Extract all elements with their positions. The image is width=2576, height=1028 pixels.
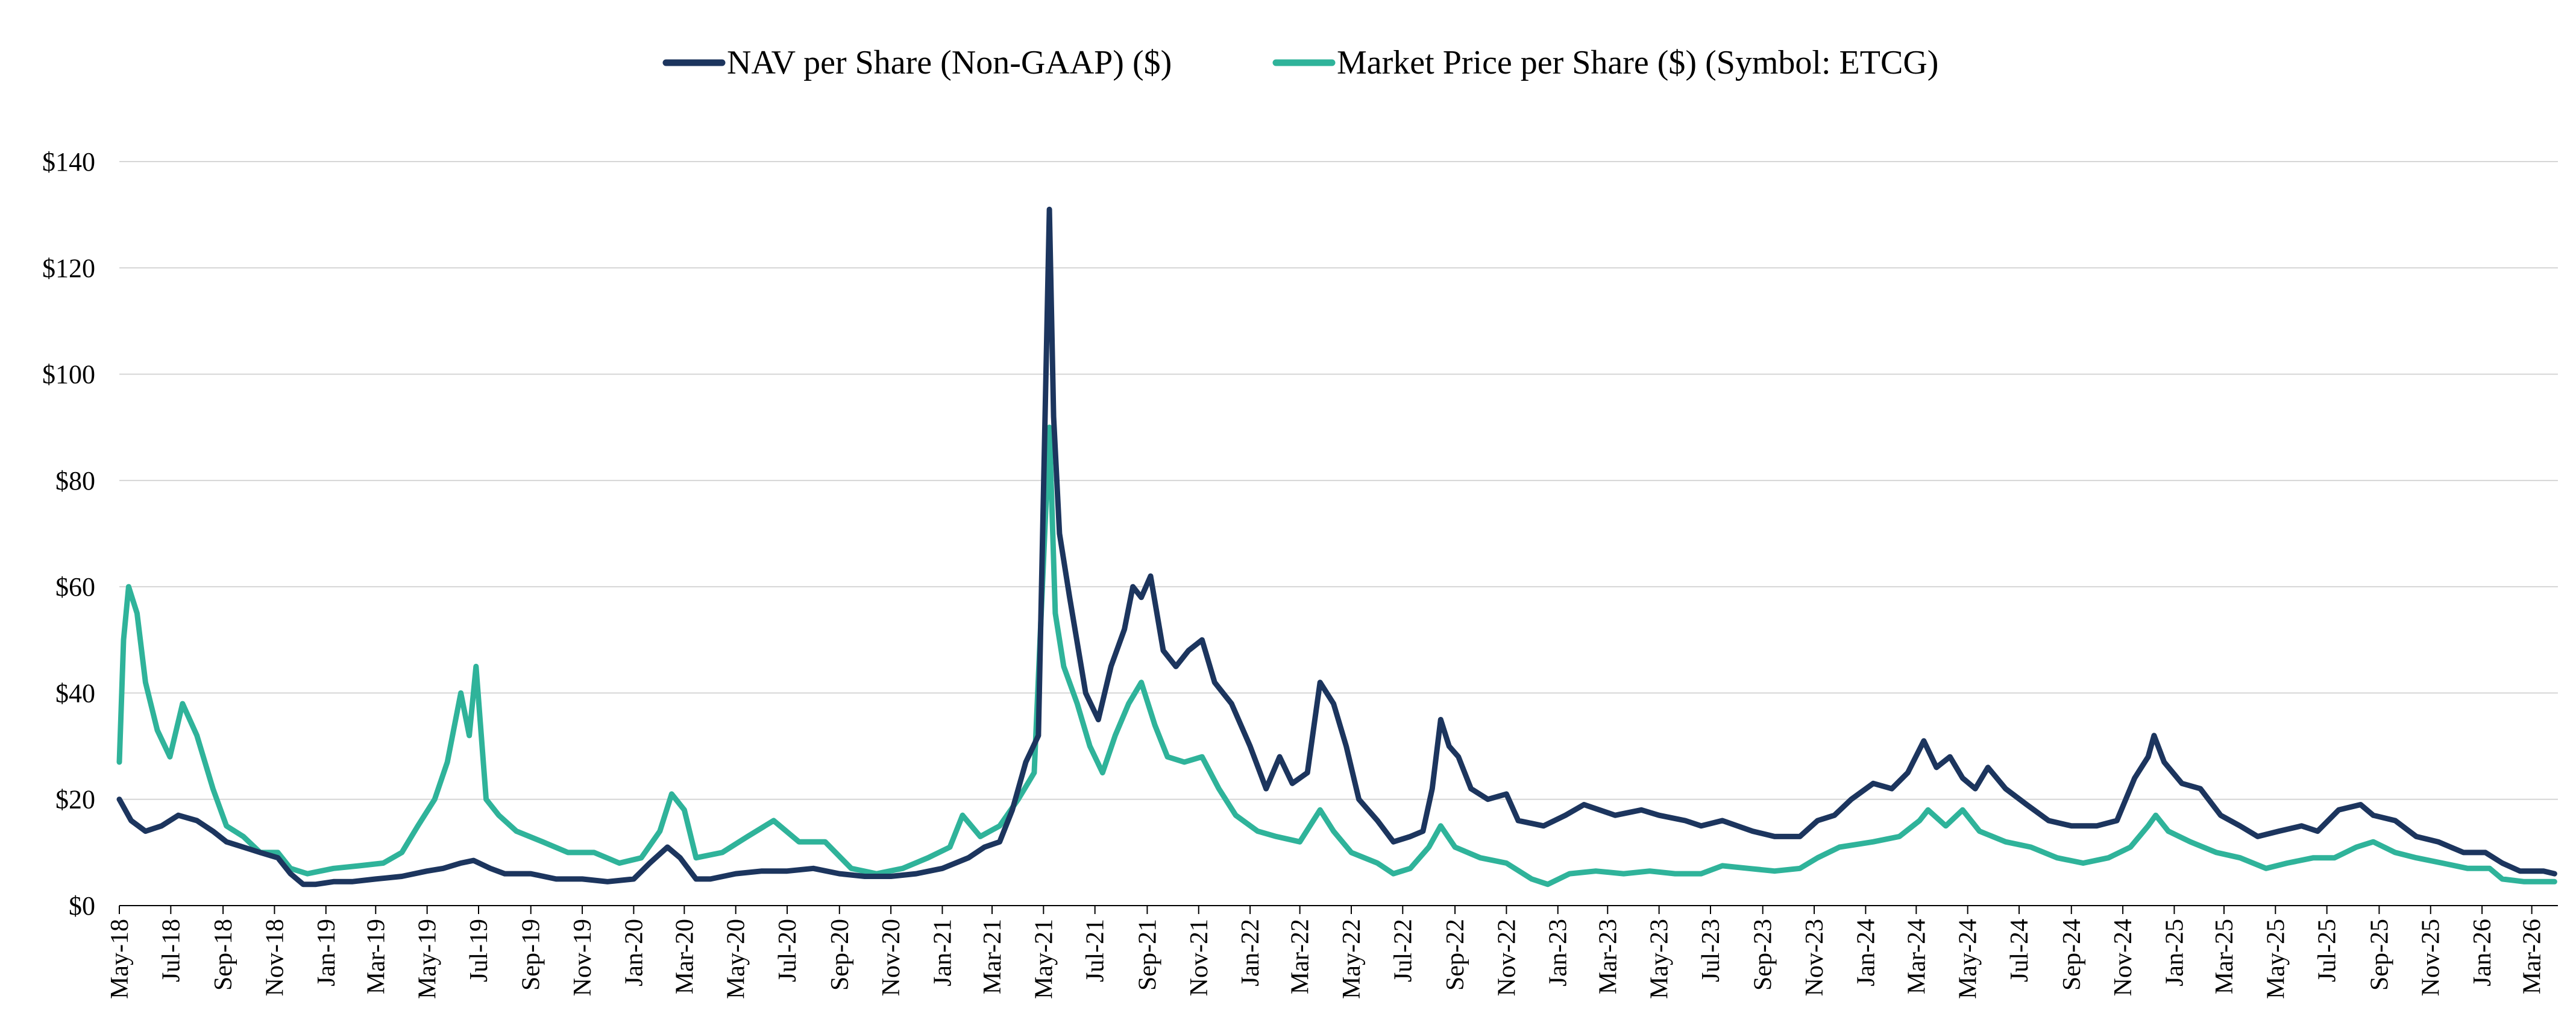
x-tick-label: Jul-22 (1389, 919, 1417, 982)
x-tick-label: Nov-23 (1801, 919, 1829, 996)
x-tick-label: May-25 (2262, 919, 2290, 999)
x-tick-label: Jul-19 (465, 919, 493, 982)
y-tick-label: $140 (42, 147, 95, 177)
x-tick-label: Nov-22 (1493, 919, 1521, 996)
x-tick-label: May-24 (1955, 919, 1982, 999)
x-tick-label: Jan-26 (2469, 919, 2496, 986)
x-tick-label: Sep-23 (1750, 919, 1777, 991)
x-tick-label: Sep-21 (1134, 919, 1161, 991)
x-tick-label: Nov-18 (261, 919, 289, 996)
x-tick-label: May-18 (106, 919, 134, 999)
x-tick-label: May-19 (414, 919, 442, 999)
x-tick-label: Sep-19 (518, 919, 545, 991)
x-tick-label: Jul-21 (1082, 919, 1110, 982)
x-tick-label: Nov-20 (878, 919, 905, 996)
x-tick-label: Mar-24 (1903, 919, 1930, 994)
legend: NAV per Share (Non-GAAP) ($) Market Pric… (662, 44, 1938, 81)
x-tick-label: Sep-24 (2058, 919, 2086, 991)
x-tick-label: Jul-20 (774, 919, 802, 982)
x-tick-label: Jan-25 (2161, 919, 2188, 986)
x-tick-label: Jul-18 (157, 919, 185, 982)
x-tick-label: Jan-23 (1545, 919, 1572, 986)
y-axis: $0 $20 $40 $60 $80 $100 $120 $140 (42, 147, 95, 921)
x-tick-label: Mar-22 (1287, 919, 1315, 994)
x-tick-label: Nov-19 (569, 919, 597, 996)
y-tick-label: $0 (69, 891, 95, 921)
x-tick-label: Mar-21 (979, 919, 1007, 994)
x-tick-label: May-20 (723, 919, 750, 999)
x-tick-label: Nov-25 (2417, 919, 2445, 996)
series-line-market-price (116, 424, 2557, 888)
series-line-nav (116, 206, 2557, 888)
x-tick-label: Jan-22 (1237, 919, 1264, 986)
x-tick-label: Mar-26 (2519, 919, 2546, 994)
y-tick-label: $100 (42, 360, 95, 389)
x-tick-label: May-21 (1030, 919, 1058, 999)
x-tick-label: Jul-23 (1697, 919, 1725, 982)
series-layer (116, 206, 2557, 888)
x-tick-label: Mar-19 (362, 919, 390, 994)
x-tick-label: Nov-24 (2109, 919, 2137, 996)
x-axis: May-18 Jul-18 Sep-18 Nov-18 Jan-19 Mar-19 May-… (106, 905, 2558, 999)
x-tick-label: Jul-25 (2314, 919, 2342, 982)
gridlines (119, 161, 2558, 800)
x-tick-label: Sep-18 (210, 919, 237, 991)
x-tick-label: May-22 (1338, 919, 1366, 999)
x-tick-label: Mar-23 (1594, 919, 1622, 994)
x-tick-label: Jul-24 (2006, 919, 2034, 982)
y-tick-label: $20 (55, 785, 95, 815)
y-tick-label: $40 (55, 678, 95, 708)
x-tick-label: Sep-25 (2366, 919, 2393, 991)
x-tick-label: Jan-24 (1852, 919, 1880, 986)
x-tick-label: Mar-25 (2211, 919, 2238, 994)
x-tick-label: Sep-22 (1442, 919, 1469, 991)
x-tick-label: Nov-21 (1186, 919, 1213, 996)
y-tick-label: $60 (55, 572, 95, 602)
x-tick-label: Jan-20 (620, 919, 648, 986)
x-tick-label: Jan-21 (929, 919, 957, 986)
x-tick-label: Sep-20 (826, 919, 854, 991)
legend-label-nav: NAV per Share (Non-GAAP) ($) (727, 44, 1172, 81)
legend-label-market-price: Market Price per Share ($) (Symbol: ETCG… (1337, 44, 1938, 81)
x-tick-label: Mar-20 (671, 919, 699, 994)
y-tick-label: $120 (42, 253, 95, 283)
x-tick-label: May-23 (1646, 919, 1674, 999)
y-tick-label: $80 (55, 466, 95, 496)
x-tick-label: Jan-19 (313, 919, 341, 986)
